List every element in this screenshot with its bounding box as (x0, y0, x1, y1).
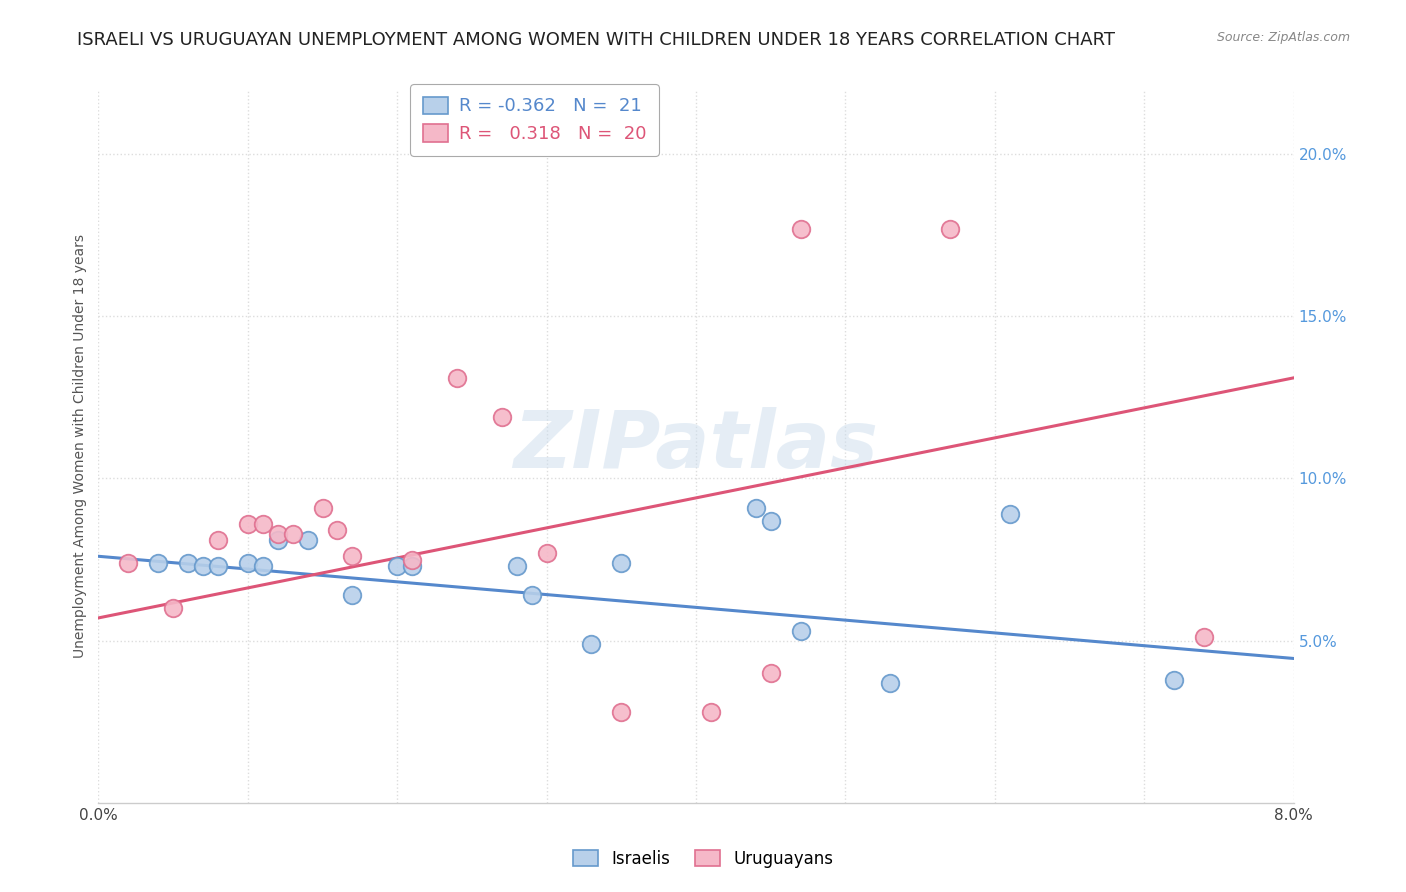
Point (998, 507, 1021, 521)
Point (267, 526, 290, 541)
Point (297, 533, 319, 547)
Point (789, 221, 811, 235)
Point (401, 559, 423, 574)
Point (401, 552, 423, 566)
Text: ISRAELI VS URUGUAYAN UNEMPLOYMENT AMONG WOMEN WITH CHILDREN UNDER 18 YEARS CORRE: ISRAELI VS URUGUAYAN UNEMPLOYMENT AMONG … (77, 31, 1115, 49)
Point (536, 546, 558, 560)
Point (236, 516, 259, 531)
Legend: Israelis, Uruguayans: Israelis, Uruguayans (567, 844, 839, 875)
Point (939, 221, 962, 235)
Point (311, 500, 333, 515)
Point (162, 601, 184, 615)
Point (385, 559, 409, 574)
Point (759, 514, 782, 528)
Point (1163, 673, 1185, 687)
Point (252, 559, 274, 574)
Point (610, 556, 633, 570)
Point (879, 675, 901, 690)
Point (520, 588, 543, 602)
Point (789, 624, 811, 638)
Point (1192, 631, 1215, 645)
Point (326, 524, 349, 538)
Point (281, 526, 304, 541)
Point (759, 666, 782, 681)
Point (446, 371, 468, 385)
Point (177, 556, 200, 570)
Point (117, 556, 139, 570)
Y-axis label: Unemployment Among Women with Children Under 18 years: Unemployment Among Women with Children U… (73, 234, 87, 658)
Point (267, 533, 290, 547)
Point (342, 549, 364, 564)
Point (236, 556, 259, 570)
Point (745, 500, 768, 515)
Point (506, 559, 529, 574)
Text: Source: ZipAtlas.com: Source: ZipAtlas.com (1216, 31, 1350, 45)
Text: ZIPatlas: ZIPatlas (513, 407, 879, 485)
Point (342, 588, 364, 602)
Legend: R = -0.362   N =  21, R =   0.318   N =  20: R = -0.362 N = 21, R = 0.318 N = 20 (411, 84, 659, 156)
Point (148, 556, 170, 570)
Point (252, 516, 274, 531)
Point (207, 533, 229, 547)
Point (191, 559, 214, 574)
Point (610, 705, 633, 719)
Point (491, 409, 513, 424)
Point (207, 559, 229, 574)
Point (700, 705, 723, 719)
Point (581, 637, 603, 651)
